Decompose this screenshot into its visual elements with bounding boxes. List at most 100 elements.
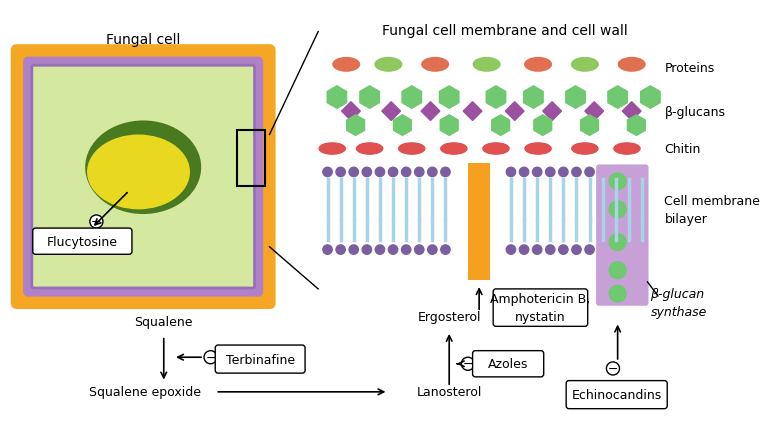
Circle shape [519, 246, 528, 255]
Circle shape [545, 246, 555, 255]
Text: Fungal cell membrane and cell wall: Fungal cell membrane and cell wall [382, 24, 628, 37]
Circle shape [598, 168, 607, 177]
Polygon shape [622, 102, 641, 121]
Polygon shape [342, 102, 360, 121]
Circle shape [637, 168, 647, 177]
Ellipse shape [614, 144, 640, 155]
Circle shape [349, 246, 359, 255]
Ellipse shape [421, 58, 449, 73]
Circle shape [336, 168, 346, 177]
Circle shape [572, 246, 581, 255]
Circle shape [462, 357, 475, 371]
Circle shape [428, 168, 437, 177]
Circle shape [349, 168, 359, 177]
Circle shape [637, 246, 647, 255]
FancyBboxPatch shape [31, 66, 254, 288]
FancyBboxPatch shape [33, 228, 132, 255]
Polygon shape [463, 102, 482, 121]
Ellipse shape [319, 144, 346, 155]
Text: Ergosterol: Ergosterol [418, 311, 481, 324]
Text: Fungal cell: Fungal cell [106, 33, 180, 47]
Circle shape [441, 168, 450, 177]
Circle shape [611, 246, 621, 255]
Text: Cell membrane
bilayer: Cell membrane bilayer [664, 194, 760, 225]
Circle shape [376, 246, 385, 255]
Ellipse shape [617, 58, 646, 73]
Ellipse shape [87, 135, 190, 210]
Polygon shape [505, 102, 524, 121]
Ellipse shape [483, 144, 509, 155]
Circle shape [362, 246, 372, 255]
Circle shape [402, 246, 411, 255]
FancyBboxPatch shape [215, 345, 305, 373]
Circle shape [415, 246, 424, 255]
Bar [237, 131, 265, 187]
Circle shape [532, 168, 542, 177]
Polygon shape [585, 102, 604, 121]
Circle shape [389, 168, 398, 177]
Ellipse shape [571, 58, 599, 73]
Ellipse shape [441, 144, 467, 155]
Circle shape [609, 173, 626, 190]
Ellipse shape [333, 58, 360, 73]
Ellipse shape [472, 58, 501, 73]
Circle shape [323, 168, 333, 177]
Ellipse shape [85, 121, 201, 215]
Text: Flucytosine: Flucytosine [47, 235, 118, 248]
Circle shape [519, 168, 528, 177]
Ellipse shape [524, 58, 552, 73]
Circle shape [607, 362, 620, 375]
Circle shape [402, 168, 411, 177]
Circle shape [609, 234, 626, 251]
Polygon shape [382, 102, 401, 121]
Circle shape [611, 168, 621, 177]
Text: Echinocandins: Echinocandins [571, 388, 662, 401]
Ellipse shape [374, 58, 402, 73]
Circle shape [336, 246, 346, 255]
Bar [468, 163, 490, 280]
Circle shape [506, 246, 515, 255]
Text: Terbinafine: Terbinafine [226, 353, 295, 366]
Text: Lanosterol: Lanosterol [416, 385, 482, 399]
Circle shape [585, 246, 594, 255]
Text: −: − [205, 351, 216, 364]
FancyBboxPatch shape [472, 351, 544, 377]
Circle shape [506, 168, 515, 177]
Circle shape [323, 246, 333, 255]
FancyBboxPatch shape [38, 73, 248, 282]
Ellipse shape [572, 144, 598, 155]
Circle shape [609, 262, 626, 279]
Circle shape [545, 168, 555, 177]
Text: Proteins: Proteins [664, 61, 715, 74]
Circle shape [624, 246, 634, 255]
Circle shape [558, 246, 568, 255]
Text: Squalene epoxide: Squalene epoxide [89, 385, 201, 399]
Circle shape [558, 168, 568, 177]
Ellipse shape [399, 144, 425, 155]
Circle shape [415, 168, 424, 177]
Circle shape [204, 351, 217, 364]
FancyBboxPatch shape [566, 381, 667, 409]
Polygon shape [421, 102, 440, 121]
Circle shape [532, 246, 542, 255]
Text: Azoles: Azoles [488, 357, 528, 370]
Polygon shape [543, 102, 561, 121]
Circle shape [428, 246, 437, 255]
Circle shape [389, 246, 398, 255]
Ellipse shape [356, 144, 382, 155]
Circle shape [90, 215, 103, 228]
FancyBboxPatch shape [493, 289, 588, 326]
FancyBboxPatch shape [596, 165, 648, 306]
Circle shape [441, 246, 450, 255]
Circle shape [362, 168, 372, 177]
Text: Amphotericin B,
nystatin: Amphotericin B, nystatin [490, 292, 590, 323]
Circle shape [598, 246, 607, 255]
Text: −: − [91, 215, 101, 228]
Circle shape [609, 202, 626, 218]
Text: β-glucan
synthase: β-glucan synthase [650, 288, 707, 319]
Circle shape [609, 286, 626, 302]
Circle shape [585, 168, 594, 177]
Circle shape [376, 168, 385, 177]
Ellipse shape [525, 144, 551, 155]
Text: −: − [462, 357, 473, 370]
